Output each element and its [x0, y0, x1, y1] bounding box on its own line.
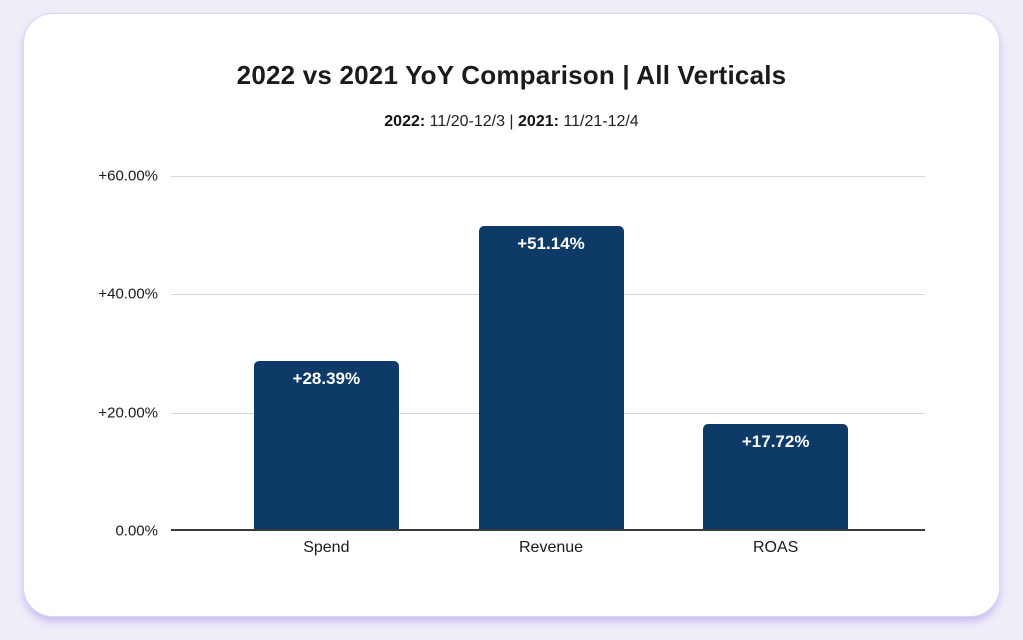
bar-slot: +17.72% [663, 176, 888, 529]
x-axis-label-roas: ROAS [753, 539, 799, 556]
bar-spend: +28.39% [253, 361, 399, 529]
bar-revenue: +51.14% [478, 226, 624, 529]
gridline [171, 176, 925, 177]
subtitle-2021-range: 11/21-12/4 [558, 113, 639, 130]
bar-slot: +28.39% [214, 176, 439, 529]
bar-value-label: +51.14% [517, 234, 585, 253]
bars-group: +28.39% +51.14% +17.72% [214, 176, 888, 529]
plot-area: 0.00% +20.00% +40.00% +60.00% +28.39% +51.14… [98, 168, 925, 556]
bar-roas: +17.72% [703, 424, 849, 529]
y-tick-label: +20.00% [98, 404, 158, 422]
subtitle-2022-label: 2022: [384, 113, 426, 130]
subtitle-2022-range: 11/20-12/3 | [425, 113, 519, 130]
y-tick-label: +40.00% [98, 285, 158, 303]
x-axis-label-spend: Spend [303, 539, 350, 556]
bar-value-label: +17.72% [741, 432, 810, 451]
chart-title: 2022 vs 2021 YoY Comparison | All Vertic… [236, 60, 787, 90]
bar-value-label: +28.39% [292, 369, 361, 388]
chart-subtitle: 2022: 11/20-12/3 | 2021: 11/21-12/4 [24, 113, 999, 131]
subtitle-2021-label: 2021: [518, 113, 559, 130]
bar-slot: +51.14% [439, 176, 664, 529]
y-tick-label: +60.00% [98, 167, 158, 185]
chart-card: 2022 vs 2021 YoY Comparison | All Vertic… [23, 13, 1000, 617]
x-axis-label-revenue: Revenue [518, 539, 584, 556]
y-tick-label: 0.00% [115, 522, 158, 540]
x-axis-labels: Spend Revenue ROAS [214, 539, 888, 557]
